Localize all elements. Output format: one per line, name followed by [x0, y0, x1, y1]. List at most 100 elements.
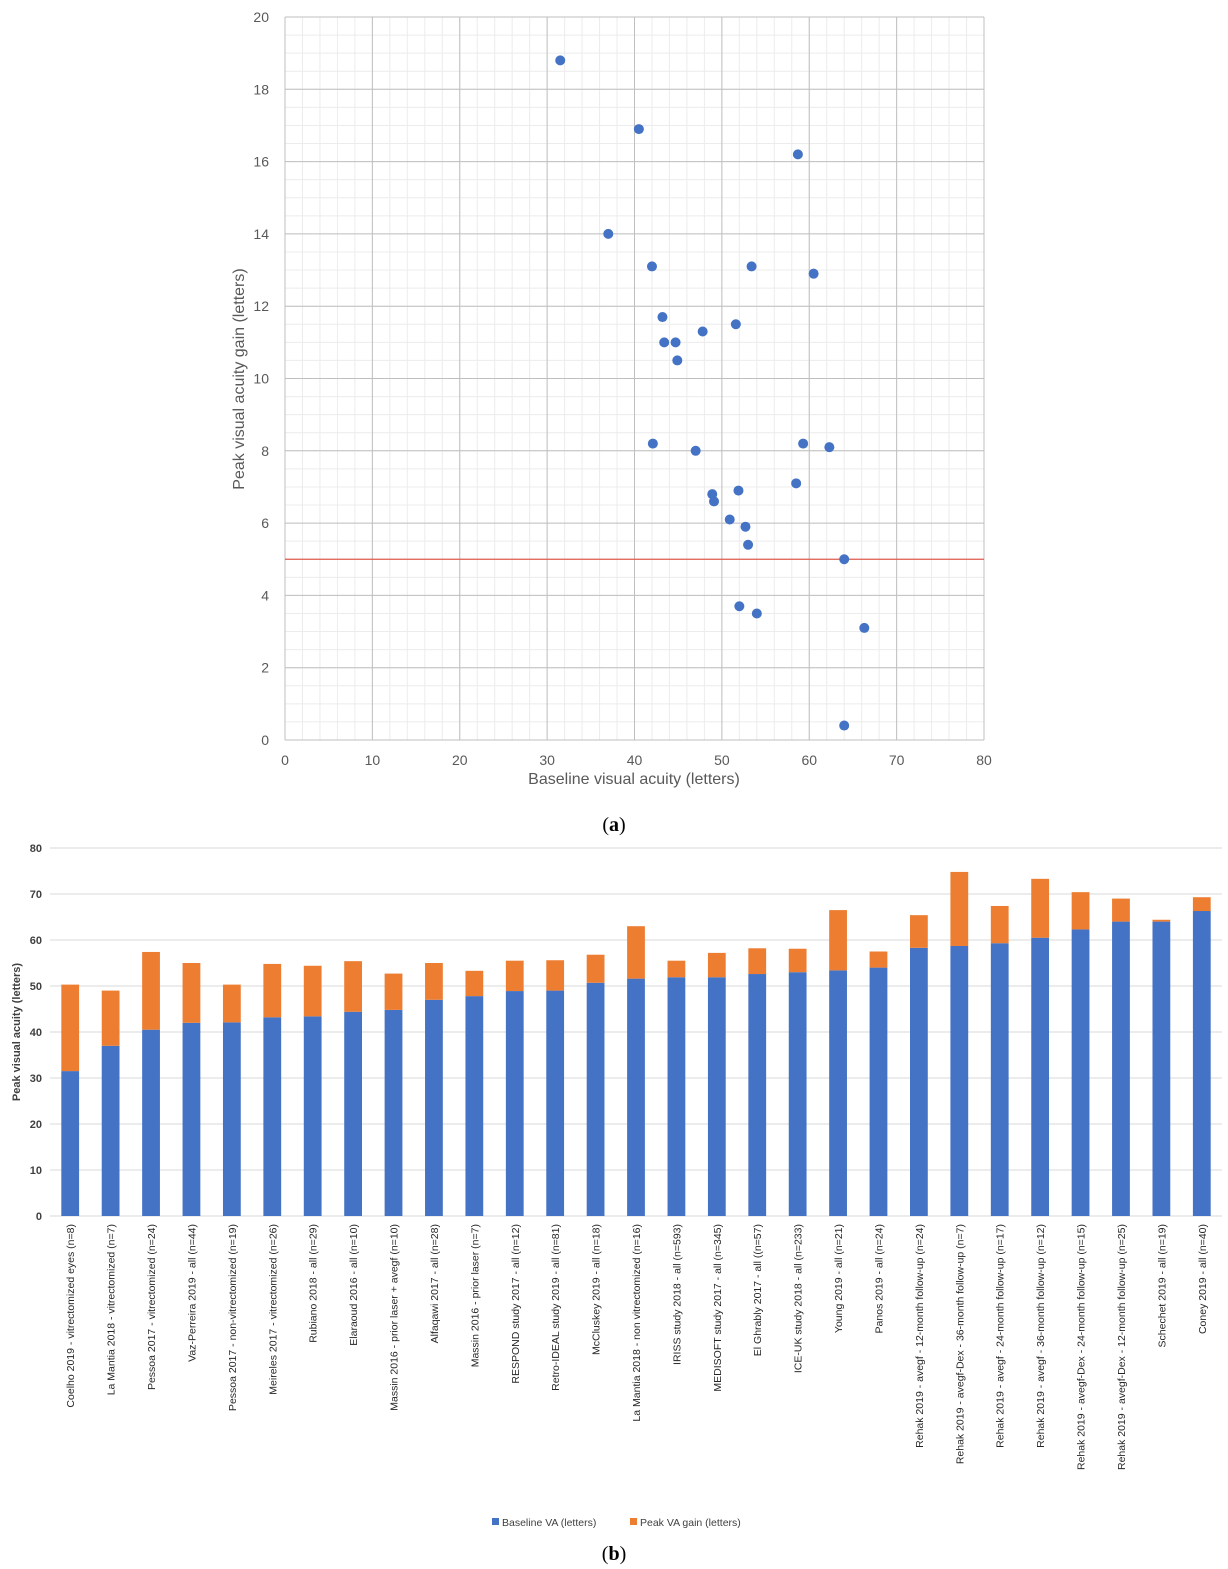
scatter-point — [555, 55, 566, 66]
bar-baseline-segment — [748, 974, 767, 1216]
scatter-y-tick-label: 6 — [261, 515, 269, 531]
bar-baseline-segment — [910, 947, 928, 1216]
scatter-y-tick-label: 10 — [253, 371, 269, 387]
bar-category-label: Rehak 2019 - avegf-Dex - 24-month follow… — [1076, 1224, 1088, 1470]
scatter-point — [859, 622, 870, 633]
scatter-y-tick-label: 18 — [253, 81, 269, 97]
bar-baseline-segment — [263, 1017, 282, 1216]
bar-category-label: Schechet 2019 - all (n=19) — [1156, 1224, 1168, 1347]
bar-category-label: Rehak 2019 - avegf-Dex - 12-month follow… — [1116, 1224, 1128, 1470]
panel-a-open-paren: ( — [602, 814, 609, 836]
bar-gain-segment — [61, 984, 80, 1072]
scatter-major-grid — [284, 16, 985, 741]
bar-baseline-segment — [101, 1045, 120, 1216]
bar-y-tick-label: 40 — [30, 1027, 42, 1039]
scatter-point — [633, 124, 644, 135]
panel-b-letter: b — [608, 1543, 619, 1565]
bar-baseline-segment — [1112, 921, 1130, 1216]
bar-category-label: La Mantia 2018 - non vitrectomized (n=16… — [631, 1224, 643, 1422]
bar-gain-segment — [222, 984, 241, 1023]
bar-category-label: Vaz-Perreira 2019 - all (n=44) — [186, 1224, 198, 1362]
scatter-point — [690, 445, 701, 456]
scatter-x-tick-label: 50 — [714, 752, 730, 768]
bar-gain-segment — [586, 954, 605, 983]
panel-a-letter: a — [609, 814, 619, 836]
bar-baseline-segment — [990, 943, 1009, 1216]
scatter-y-tick-label: 20 — [253, 9, 269, 25]
legend-swatch-gain — [630, 1518, 637, 1525]
bar-category-label: Massin 2016 - prior laser + avegf (n=10) — [389, 1224, 401, 1411]
bar-baseline-segment — [1031, 937, 1050, 1216]
scatter-points — [555, 55, 870, 731]
bar-category-label: Panos 2019 - all (n=24) — [873, 1224, 885, 1333]
stacked-bar-chart: 0 10 20 30 40 50 60 70 80 Coelho 2019 - vitrecto… — [11, 843, 1222, 1529]
bar-gain-segment — [627, 926, 645, 979]
bar-baseline-segment — [788, 972, 807, 1216]
scatter-x-tick-label: 80 — [976, 752, 992, 768]
scatter-point — [733, 485, 744, 496]
bar-gain-segment — [1031, 878, 1050, 938]
bar-y-tick-label: 80 — [30, 843, 42, 855]
bar-y-tick-label: 0 — [36, 1211, 42, 1223]
bar-category-label: RESPOND study 2017 - all (n=12) — [510, 1224, 522, 1384]
scatter-point — [734, 601, 745, 612]
bar-baseline-segment — [465, 996, 484, 1216]
legend-swatch-baseline — [492, 1518, 499, 1525]
bar-category-label: Rehak 2019 - avegf - 36-month follow-up … — [1035, 1224, 1047, 1448]
scatter-point — [808, 268, 819, 279]
bar-category-label: McCluskey 2019 - all (n=18) — [591, 1224, 603, 1355]
panel-b-close-paren: ) — [620, 1543, 627, 1565]
scatter-point — [839, 720, 850, 731]
scatter-x-tick-label: 40 — [627, 752, 643, 768]
scatter-point — [659, 337, 670, 348]
scatter-point — [647, 438, 658, 449]
scatter-x-tick-label: 0 — [281, 752, 289, 768]
scatter-point — [798, 438, 809, 449]
bar-gain-segment — [101, 990, 120, 1046]
scatter-y-axis-label: Peak visual acuity gain (letters) — [231, 268, 248, 489]
bar-category-label: Rubiano 2018 - all (n=29) — [308, 1224, 320, 1343]
bar-category-label: MEDISOFT study 2017 - all (n=345) — [712, 1224, 724, 1392]
bar-gain-segment — [425, 963, 443, 1000]
bar-gain-segment — [788, 948, 807, 973]
bar-baseline-segment — [384, 1009, 403, 1216]
scatter-x-tick-label: 60 — [801, 752, 817, 768]
legend-label-baseline: Baseline VA (letters) — [502, 1517, 596, 1529]
bar-category-label: Pessoa 2017 - non-vitrectomized (n=19) — [227, 1224, 239, 1411]
bar-legend: Baseline VA (letters) Peak VA gain (lette… — [492, 1517, 741, 1529]
scatter-y-tick-label: 16 — [253, 154, 269, 170]
panel-a-close-paren: ) — [619, 814, 626, 836]
bar-baseline-segment — [1071, 929, 1090, 1216]
bar-gain-segment — [910, 915, 928, 948]
scatter-point — [724, 514, 735, 525]
bar-gain-segment — [1071, 892, 1090, 930]
scatter-point — [657, 312, 668, 323]
bar-category-label: El Ghrably 2017 - all ((n=57) — [752, 1224, 764, 1356]
bar-category-label: Retro-IDEAL study 2019 - all (n=81) — [550, 1224, 562, 1391]
scatter-point — [730, 319, 741, 330]
bar-gain-segment — [667, 960, 686, 978]
scatter-point — [824, 442, 835, 453]
bar-gain-segment — [303, 965, 322, 1017]
panel-b-open-paren: ( — [602, 1543, 609, 1565]
legend-label-gain: Peak VA gain (letters) — [640, 1517, 741, 1529]
bar-category-label: Rehak 2019 - avegf-Dex - 36-month follow… — [954, 1224, 966, 1464]
scatter-point — [792, 149, 803, 160]
bar-gain-segment — [829, 910, 847, 971]
bar-baseline-segment — [586, 982, 605, 1216]
scatter-point — [646, 261, 657, 272]
scatter-point — [839, 554, 850, 565]
bar-category-label: ICE-UK study 2018 - all (n=233) — [793, 1224, 805, 1373]
bar-category-label: Massin 2016 - prior laser (n=7) — [469, 1224, 481, 1367]
scatter-chart: 0 2 4 6 8 10 12 14 16 18 20 0 10 20 30 40 50 60 70 80 Base… — [231, 9, 992, 788]
bar-gain-segment — [384, 973, 403, 1010]
scatter-x-tick-label: 70 — [889, 752, 905, 768]
scatter-point — [603, 228, 614, 239]
scatter-point — [740, 521, 751, 532]
bar-category-label: Coelho 2019 - vitrectomized eyes (n=8) — [65, 1224, 77, 1408]
scatter-x-tick-label: 20 — [452, 752, 468, 768]
bar-baseline-segment — [950, 945, 969, 1216]
bar-y-tick-labels: 0 10 20 30 40 50 60 70 80 — [30, 843, 42, 1223]
bar-baseline-segment — [61, 1071, 80, 1216]
